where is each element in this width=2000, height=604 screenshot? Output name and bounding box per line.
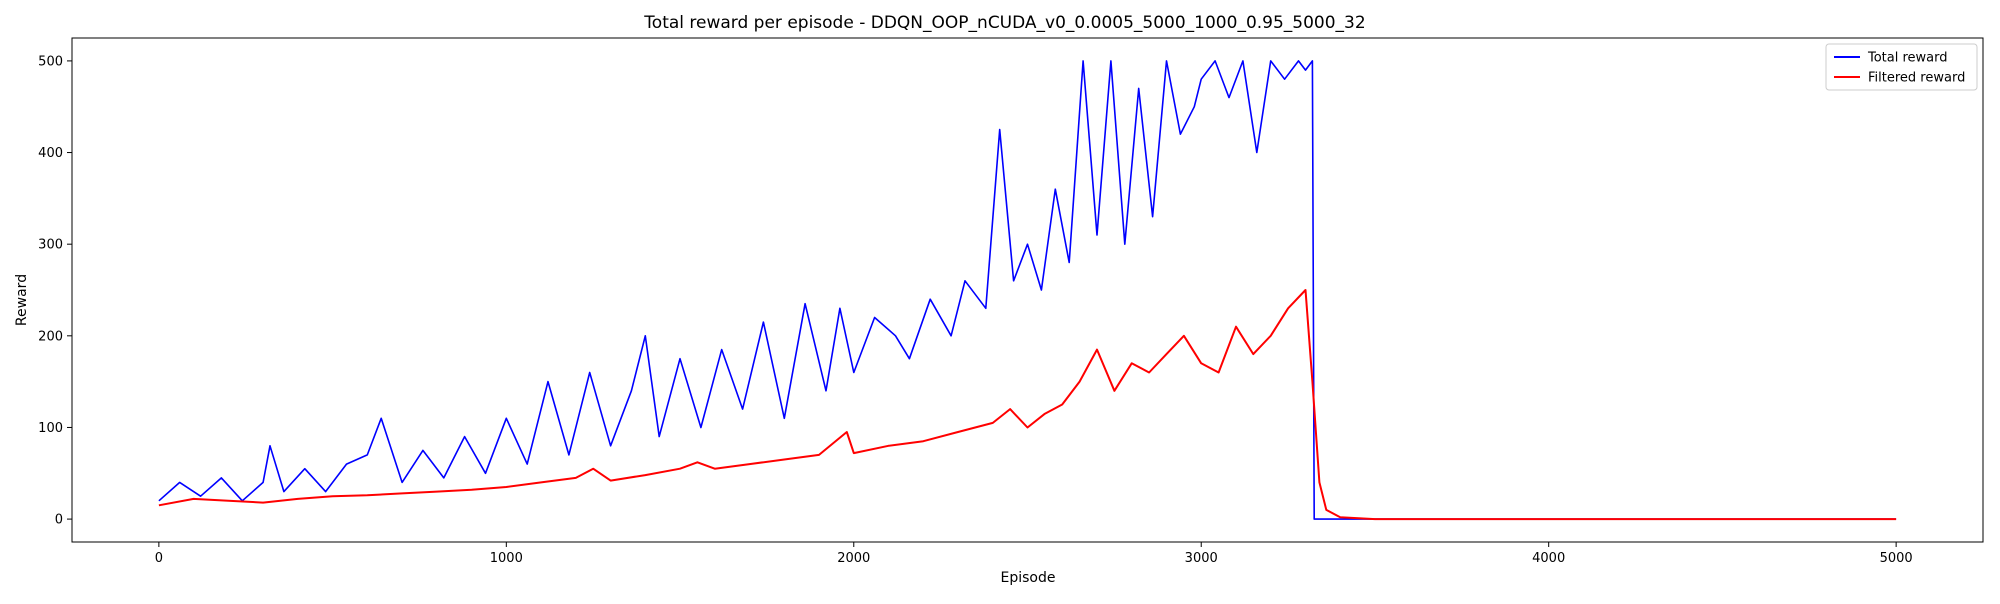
x-tick-label: 4000 [1532,551,1565,566]
legend-label: Filtered reward [1868,71,1965,86]
series-line-filtered-reward [158,289,1897,521]
series-layer [158,60,1897,521]
x-axis-title: Episode [1001,570,1056,586]
x-tick-label: 0 [155,551,163,566]
x-tick-label: 1000 [490,551,523,566]
y-tick-label: 500 [38,54,63,69]
y-axis-ticks: 0 100 200 300 400 500 [38,54,72,528]
legend: Total reward Filtered reward [1825,43,1978,91]
legend-label: Total reward [1867,51,1948,66]
y-tick-label: 400 [38,146,63,161]
series-line-total-reward [158,60,1897,520]
y-axis-title: Reward [14,274,30,326]
y-tick-label: 0 [55,513,63,528]
x-tick-label: 5000 [1880,551,1913,566]
y-tick-label: 300 [38,238,63,253]
y-tick-label: 200 [38,329,63,344]
chart-title: Total reward per episode - DDQN_OOP_nCUD… [643,13,1365,33]
plot-area: 0 1000 2000 3000 4000 5000 0 100 200 300 400 500 [38,37,1984,566]
legend-box [1825,43,1978,91]
plot-frame [71,37,1984,543]
x-axis-ticks: 0 1000 2000 3000 4000 5000 [155,542,1913,566]
x-tick-label: 2000 [837,551,870,566]
x-tick-label: 3000 [1185,551,1218,566]
y-tick-label: 100 [38,421,63,436]
